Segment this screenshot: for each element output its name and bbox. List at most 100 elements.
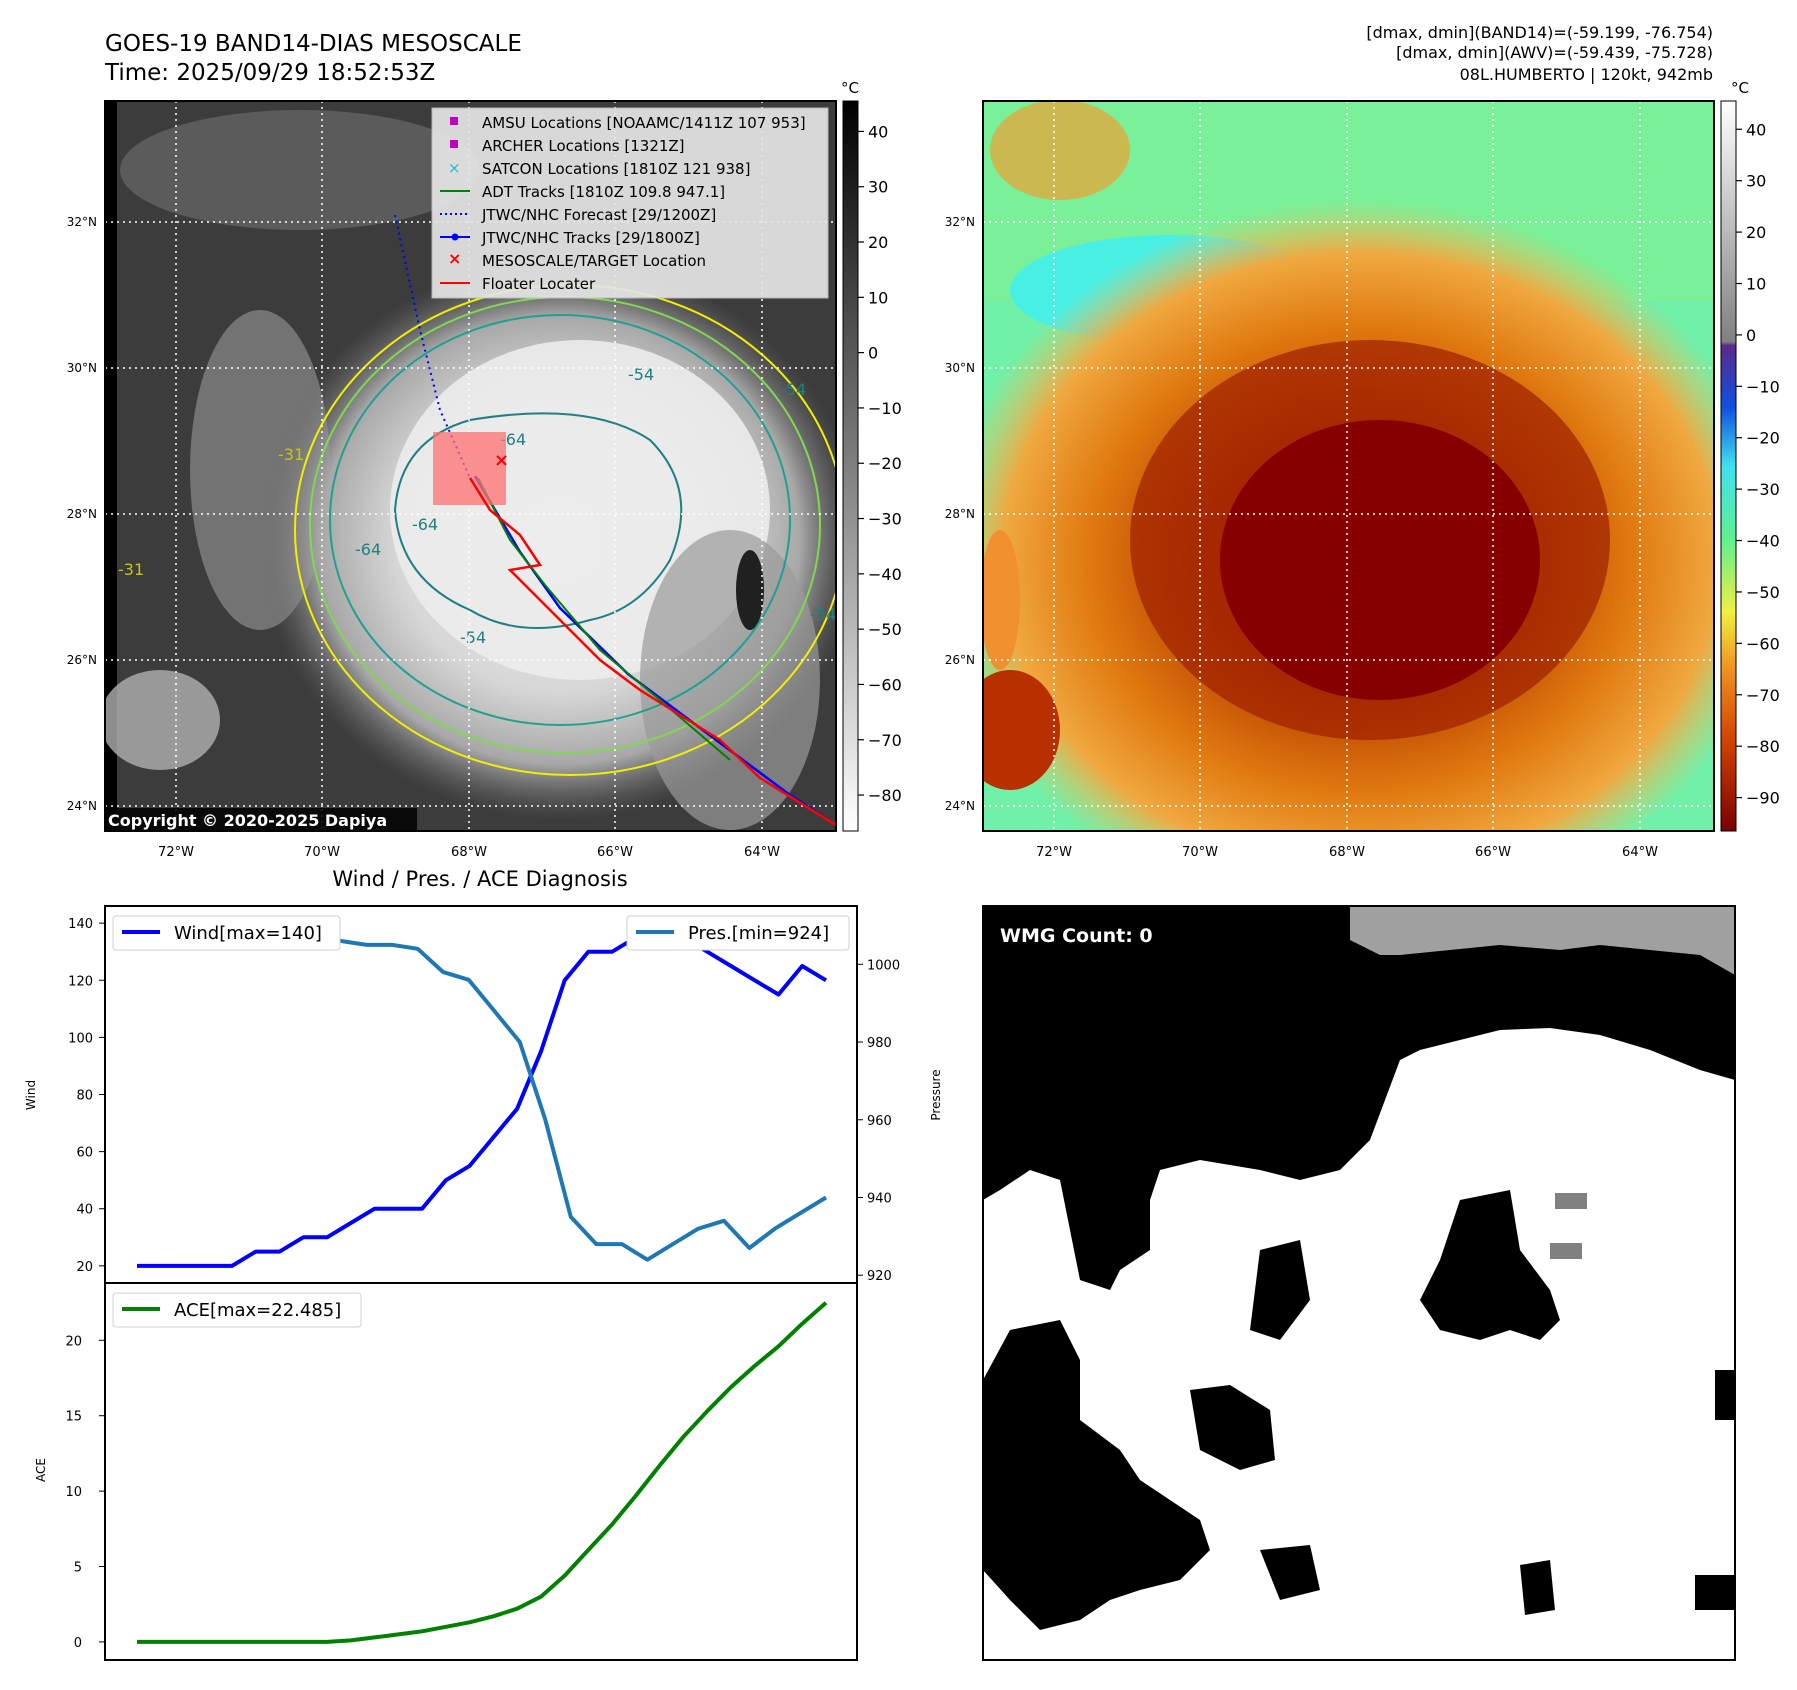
contour-label: -54 xyxy=(780,380,806,399)
ir-colorbar: °C 40 30 20 10 0 −10 −20 −30 −40 −50 −60 −70 −80 xyxy=(841,79,902,832)
legend-label: Floater Locater xyxy=(482,275,596,293)
cbar-tick-label: 40 xyxy=(1746,120,1766,139)
contour-label: -64 xyxy=(412,515,438,534)
cbar-tick-label: 10 xyxy=(868,288,888,307)
wind-legend-label: Wind[max=140] xyxy=(174,923,322,944)
contour-label: -64 xyxy=(500,430,526,449)
wind-legend: Wind[max=140] xyxy=(112,915,341,951)
pressure-legend: Pres.[min=924] xyxy=(626,915,850,951)
lat-tick: 32°N xyxy=(945,215,975,229)
wind-ytick-label: 120 xyxy=(68,974,93,989)
legend-marker xyxy=(450,117,458,125)
cbar-tick-label: −20 xyxy=(868,454,902,473)
contour-label: -54 xyxy=(628,365,654,384)
lon-tick: 72°W xyxy=(1036,845,1072,860)
lat-tick: 32°N xyxy=(67,215,97,229)
cbar-tick-label: 10 xyxy=(1746,275,1766,294)
cbar-tick-label: −70 xyxy=(868,731,902,750)
wmg-gray-region xyxy=(1555,1193,1587,1209)
ace-legend: ACE[max=22.485] xyxy=(112,1292,362,1328)
lon-tick: 64°W xyxy=(744,845,780,860)
lat-tick: 26°N xyxy=(67,653,97,667)
legend-marker xyxy=(450,140,458,148)
ace-ytick-label: 5 xyxy=(74,1561,82,1576)
contour-label: -31 xyxy=(118,560,144,579)
cbar-tick-label: −40 xyxy=(1746,532,1780,551)
wind-ytick-label: 140 xyxy=(68,917,93,932)
cbar-tick-label: 0 xyxy=(868,344,878,363)
awv-map-panel: 72°W 70°W 68°W 66°W 64°W 32°N 30°N 28°N … xyxy=(945,79,1780,860)
legend-label: ADT Tracks [1810Z 109.8 947.1] xyxy=(482,183,725,201)
awv-imagery xyxy=(983,101,1714,831)
ace-ytick-label: 0 xyxy=(74,1636,82,1651)
ace-ytick-label: 15 xyxy=(65,1410,82,1425)
wmg-black-region xyxy=(983,906,1735,1290)
lon-tick: 68°W xyxy=(451,845,487,860)
wind-ytick-label: 100 xyxy=(68,1031,93,1046)
cbar-ticks: 40 30 20 10 0 −10 −20 −30 −40 −50 −60 −70 −80 xyxy=(858,122,902,805)
pressure-ytick-label: 940 xyxy=(867,1191,892,1206)
awv-lat-ticks: 32°N 30°N 28°N 26°N 24°N xyxy=(945,215,975,813)
cbar-tick-label: 40 xyxy=(868,122,888,141)
contour-teal xyxy=(329,314,791,726)
ir-lon-ticks: 72°W 70°W 68°W 66°W 64°W xyxy=(158,845,780,860)
lon-tick: 66°W xyxy=(597,845,633,860)
lon-tick: 70°W xyxy=(304,845,340,860)
lon-tick: 66°W xyxy=(1475,845,1511,860)
pressure-ytick-label: 1000 xyxy=(867,958,900,973)
ace-ylabel: ACE xyxy=(34,1458,48,1482)
contour-label: -64 xyxy=(355,540,381,559)
cbar-tick-label: −10 xyxy=(868,399,902,418)
ir-imagery: -64 -64 -64 -54 -54 -54 -31 -31 -54 xyxy=(105,101,836,831)
cbar-tick-label: −90 xyxy=(1746,789,1780,808)
wind-chart-frame xyxy=(104,905,858,1284)
ir-map-panel: -64 -64 -64 -54 -54 -54 -31 -31 -54 xyxy=(67,79,902,860)
ir-map-frame xyxy=(104,100,837,832)
cbar-tick-label: 20 xyxy=(1746,223,1766,242)
awv-map-frame xyxy=(982,100,1715,832)
cbar-tick-label: 0 xyxy=(1746,326,1756,345)
cbar-tick-label: −50 xyxy=(1746,583,1780,602)
cbar-tick-label: 30 xyxy=(868,178,888,197)
wmg-panel: WMG Count: 0 xyxy=(982,905,1736,1661)
cbar-unit: °C xyxy=(1731,79,1749,97)
lat-tick: 30°N xyxy=(945,361,975,375)
wind-pressure-chart: 20 40 60 80 100 120 140 920 940 960 980 1000 Wind P… xyxy=(24,905,943,1284)
ir-lat-ticks: 32°N 30°N 28°N 26°N 24°N xyxy=(67,215,97,813)
awv-lon-ticks: 72°W 70°W 68°W 66°W 64°W xyxy=(1036,845,1658,860)
wind-series-line xyxy=(137,921,828,1268)
cbar-tick-label: −70 xyxy=(1746,686,1780,705)
wind-ylabel: Wind xyxy=(24,1080,38,1110)
info-line3: 08L.HUMBERTO | 120kt, 942mb xyxy=(1460,65,1713,84)
wmg-black-region xyxy=(983,1320,1210,1630)
ace-chart: 0 5 10 15 20 ACE ACE[max=22.485] xyxy=(34,1282,858,1661)
cbar-tick-label: −60 xyxy=(868,675,902,694)
cbar-tick-label: −50 xyxy=(868,620,902,639)
wmg-black-region xyxy=(1420,1190,1560,1340)
wind-ytick-label: 80 xyxy=(76,1089,93,1104)
wmg-black-region xyxy=(1190,1385,1275,1470)
lon-tick: 70°W xyxy=(1182,845,1218,860)
cbar-tick-label: −80 xyxy=(868,786,902,805)
lat-tick: 26°N xyxy=(945,653,975,667)
floater-box xyxy=(433,432,506,505)
legend-marker: × xyxy=(448,249,461,268)
wmg-gray-region xyxy=(1350,906,1735,975)
wmg-black-region xyxy=(1250,1240,1310,1340)
map-legend: AMSU Locations [NOAAMC/1411Z 107 953] AR… xyxy=(431,107,829,299)
cbar-tick-label: 30 xyxy=(1746,172,1766,191)
legend-label: JTWC/NHC Forecast [29/1200Z] xyxy=(481,206,716,224)
ace-chart-frame xyxy=(104,1282,858,1661)
contour-label: -54 xyxy=(810,605,836,624)
cbar-tick-label: −40 xyxy=(868,565,902,584)
legend-label: MESOSCALE/TARGET Location xyxy=(482,252,706,270)
pressure-ytick-label: 980 xyxy=(867,1036,892,1051)
ace-ytick-label: 20 xyxy=(65,1334,82,1349)
pressure-ylabel: Pressure xyxy=(929,1069,943,1120)
cbar-tick-label: 20 xyxy=(868,233,888,252)
legend-label: ARCHER Locations [1321Z] xyxy=(482,137,685,155)
wmg-black-region xyxy=(1520,1560,1555,1615)
wmg-gray-region xyxy=(1550,1243,1582,1259)
wmg-frame xyxy=(982,905,1736,1661)
